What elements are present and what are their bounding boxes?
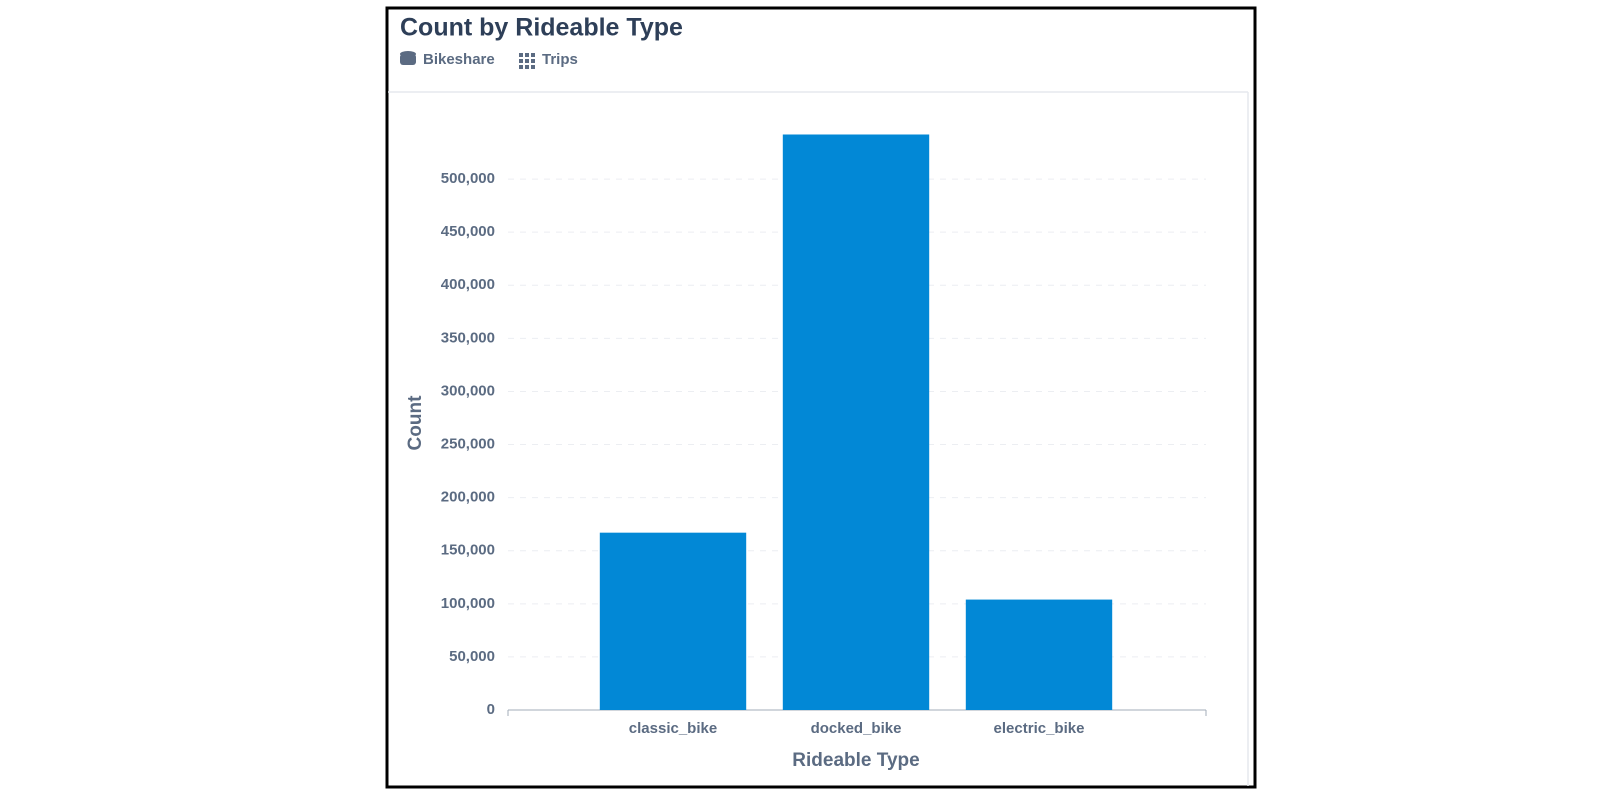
y-tick-label: 300,000 [441,382,495,399]
x-tick-label: docked_bike [811,720,902,737]
y-tick-label: 400,000 [441,276,495,293]
y-tick-label: 100,000 [441,595,495,612]
y-tick-label: 500,000 [441,170,495,187]
table-icon [519,53,535,69]
x-tick-label: electric_bike [994,720,1085,737]
y-tick-label: 50,000 [449,648,495,665]
y-axis-title: Count [405,395,426,451]
y-tick-label: 200,000 [441,489,495,506]
bar [782,134,930,710]
card-title[interactable]: Count by Rideable Type [400,14,683,42]
x-axis-title: Rideable Type [792,750,919,771]
x-tick-label: classic_bike [629,720,717,737]
bar [965,599,1113,710]
database-name[interactable]: Bikeshare [423,51,495,68]
database-icon [400,51,416,65]
bar [599,532,747,710]
y-tick-label: 0 [487,701,495,718]
chart: 0 50,000 100,000 150,000 200,000 250,000 300,0… [441,134,1207,737]
y-tick-label: 150,000 [441,542,495,559]
table-name[interactable]: Trips [542,51,578,68]
y-tick-label: 450,000 [441,223,495,240]
y-tick-label: 250,000 [441,436,495,453]
y-tick-label: 350,000 [441,329,495,346]
